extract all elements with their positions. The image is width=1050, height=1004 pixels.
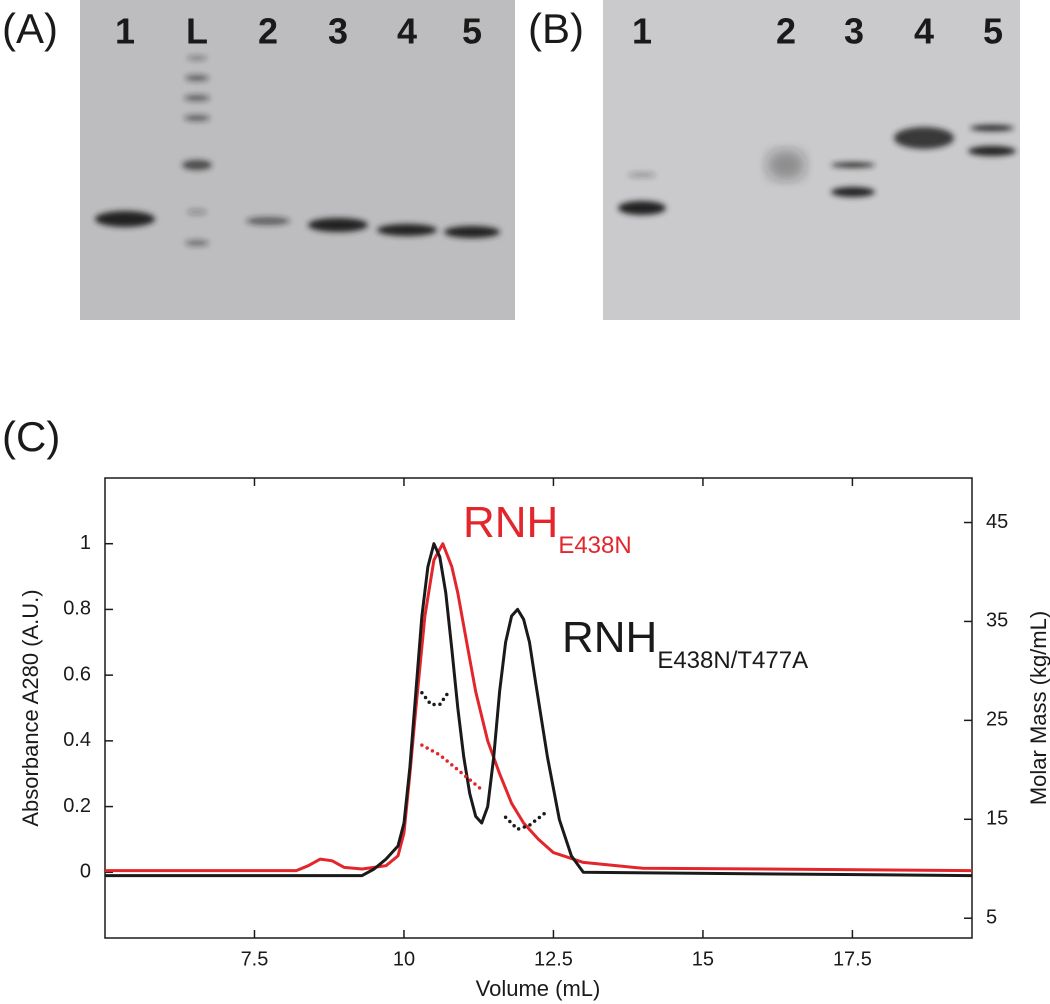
annotation: RNHE438N [463, 498, 632, 560]
molar-mass-line [503, 811, 547, 831]
gel-b-bands [618, 125, 1016, 215]
y-tick-label: 0.2 [63, 795, 91, 817]
plot-frame [104, 477, 973, 939]
annotation-text: RNH [463, 498, 558, 547]
gel-a [80, 0, 515, 320]
panel-label: (B) [528, 5, 584, 52]
x-tick-label: 17.5 [833, 948, 872, 970]
x-axis-label: Volume (mL) [476, 976, 601, 1001]
y2-tick-label: 45 [986, 511, 1008, 533]
lane-label: 4 [397, 11, 417, 52]
y2-tick-label: 25 [986, 709, 1008, 731]
panel-label: (A) [2, 5, 58, 52]
absorbance-line [105, 542, 973, 878]
x-tick-label: 12.5 [534, 948, 573, 970]
y-axis-label: Absorbance A280 (A.U.) [18, 589, 43, 826]
molar-mass-line [420, 689, 451, 707]
lane-label: 3 [844, 11, 864, 52]
lane-label: 5 [983, 11, 1003, 52]
lane-label: 1 [632, 11, 652, 52]
y-tick-label: 1 [80, 532, 91, 554]
gel-b [603, 0, 1020, 320]
lane-label: 4 [914, 11, 934, 52]
absorbance-line [105, 542, 973, 873]
lane-label: 3 [328, 11, 348, 52]
annotation: RNHE438N/T477A [562, 613, 808, 675]
x-tick-label: 7.5 [241, 948, 269, 970]
x-tick-label: 10 [393, 948, 415, 970]
y2-axis-label: Molar Mass (kg/mL) [1026, 611, 1050, 805]
annotation-sub: E438N/T477A [657, 647, 808, 674]
y-tick-label: 0 [80, 861, 91, 883]
molar-mass-line [420, 743, 484, 792]
y2-tick-label: 5 [986, 906, 997, 928]
y-tick-label: 0.4 [63, 729, 91, 751]
y2-tick-label: 15 [986, 808, 1008, 830]
annotation-text: RNH [562, 613, 657, 662]
lane-label: 1 [115, 11, 135, 52]
y-tick-label: 0.8 [63, 598, 91, 620]
lane-label: 2 [776, 11, 796, 52]
y-tick-label: 0.6 [63, 663, 91, 685]
gel-a-bands [95, 56, 500, 246]
panel-label: (C) [2, 413, 60, 460]
x-tick-label: 15 [692, 948, 714, 970]
lane-label: 2 [258, 11, 278, 52]
lane-label: L [186, 11, 208, 52]
annotation-sub: E438N [558, 532, 631, 559]
y2-tick-label: 35 [986, 610, 1008, 632]
lane-label: 5 [462, 11, 482, 52]
